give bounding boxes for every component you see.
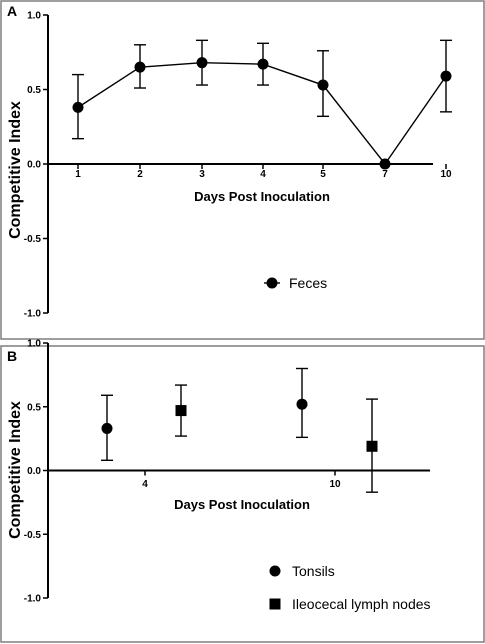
panel-b-legend-tonsils-marker [269,565,281,577]
panel-b-x-tick-label: 4 [142,479,148,490]
panel-b-y-tick-label: 0.0 [27,466,41,477]
panel-a-legend-feces-label: Feces [289,275,327,291]
panel-b-y-tick-label: 0.5 [27,402,41,413]
panel-a-x-tick-label: 3 [199,169,205,180]
panel-b-legend-tonsils-label: Tonsils [292,563,335,579]
panel-a: A Competitive Index Days Post Inoculatio… [0,0,485,340]
panel-b-y-tick-label: -0.5 [24,530,42,541]
panel-a-feces-point [257,58,269,70]
panel-a-feces-point [379,158,391,170]
panel-b-label: B [7,348,17,364]
panel-a-y-tick-label: 0.0 [27,160,41,171]
panel-b-ileocecal-lymph-nodes-point [366,440,378,452]
panel-a-y-axis-label: Competitive Index [7,101,24,239]
panel-b-frame [0,345,485,643]
panel-a-legend-feces-marker [266,277,278,289]
panel-a-frame [0,0,485,340]
panel-a-y-tick-label: 1.0 [27,11,41,22]
panel-a-label: A [7,3,17,19]
panel-a-feces-point [317,79,329,91]
panel-a-x-tick-label: 5 [320,169,326,180]
panel-b-ileocecal-lymph-nodes-point [175,405,187,417]
panel-a-x-tick-label: 7 [382,169,388,180]
panel-b-legend-ileocecal-lymph-nodes-label: Ileocecal lymph nodes [292,596,431,612]
panel-a-feces-point [196,57,208,69]
panel-b-legend-ileocecal-lymph-nodes-marker [269,598,281,610]
panel-a-feces-point [72,101,84,113]
panel-b-tonsils-point [101,422,113,434]
panel-a-x-tick-label: 2 [137,169,143,180]
panel-b-tonsils-point [296,398,308,410]
panel-a-y-tick-label: 0.5 [27,85,41,96]
panel-b-y-axis-label: Competitive Index [7,401,24,539]
panel-a-y-tick-label: -1.0 [24,309,42,320]
panel-b-y-tick-label: -1.0 [24,594,42,605]
panel-a-feces-point [134,61,146,73]
panel-b-y-tick-label: 1.0 [27,339,41,350]
panel-b-x-tick-label: 10 [329,479,341,490]
panel-a-x-tick-label: 10 [440,169,452,180]
panel-b-x-axis-label: Days Post Inoculation [174,497,310,512]
panel-b: B Competitive Index Days Post Inoculatio… [0,339,485,643]
panel-a-x-tick-label: 1 [75,169,81,180]
panel-a-y-tick-label: -0.5 [24,234,42,245]
panel-a-feces-point [440,70,452,82]
panel-a-x-axis-label: Days Post Inoculation [194,189,330,204]
panel-a-x-tick-label: 4 [260,169,266,180]
